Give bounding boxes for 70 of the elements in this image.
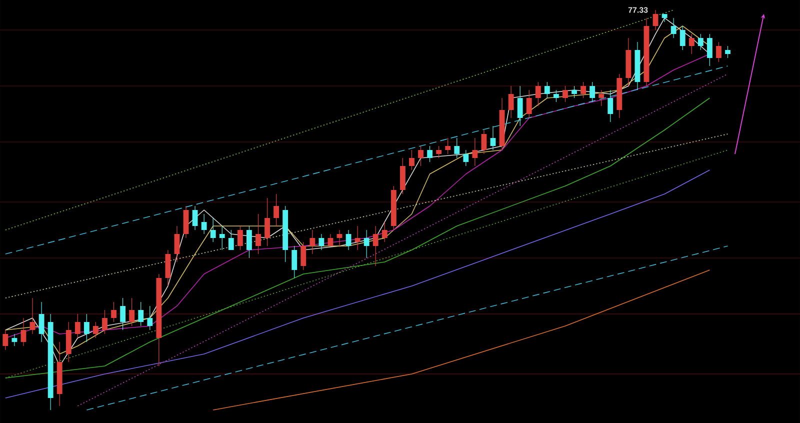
candlestick xyxy=(192,206,198,230)
candlestick xyxy=(580,82,586,98)
candlestick xyxy=(201,214,207,234)
candlestick xyxy=(725,46,730,58)
candlestick xyxy=(688,34,694,54)
candlestick xyxy=(210,218,216,242)
candlestick xyxy=(490,126,496,150)
candlestick xyxy=(544,82,550,98)
candlestick xyxy=(590,82,596,102)
candlestick xyxy=(535,82,541,106)
candlestick xyxy=(526,90,532,118)
candlestick xyxy=(318,234,324,250)
candlestick xyxy=(292,246,298,278)
candlestick xyxy=(382,222,388,242)
candlestick xyxy=(517,86,523,126)
candlestick xyxy=(336,230,342,246)
candlestick xyxy=(111,302,116,322)
candlestick xyxy=(310,230,316,254)
candlestick xyxy=(445,138,451,154)
candlestick xyxy=(2,330,8,350)
candlestick xyxy=(120,298,126,330)
candlestick xyxy=(138,302,144,326)
candlestick xyxy=(652,10,658,30)
candlestick xyxy=(12,334,18,346)
candlestick xyxy=(237,226,243,250)
candlestick xyxy=(328,234,334,246)
candlestick xyxy=(38,302,44,342)
candlestick xyxy=(372,226,378,266)
candlestick xyxy=(418,146,424,166)
candlestick xyxy=(274,194,280,226)
candlestick xyxy=(598,90,604,106)
candlestick xyxy=(219,226,225,250)
candlestick xyxy=(228,230,234,250)
candlestick xyxy=(680,26,686,50)
candlestick xyxy=(66,322,72,362)
candlestick xyxy=(129,298,135,326)
candlestick xyxy=(427,146,433,162)
candlestick xyxy=(481,130,487,154)
candlestick xyxy=(354,226,360,250)
candlestick xyxy=(183,206,189,238)
candlestick xyxy=(562,86,568,102)
candlestick xyxy=(300,242,306,270)
candlestick xyxy=(463,150,469,166)
candlestick xyxy=(174,226,180,262)
candlestick xyxy=(716,42,722,62)
candlestick xyxy=(165,250,171,286)
candlestick xyxy=(264,198,270,246)
candlestick xyxy=(346,230,352,250)
candlestick xyxy=(436,146,442,158)
candlestick xyxy=(608,90,614,122)
candlestick xyxy=(698,34,704,50)
candlestick xyxy=(364,230,370,258)
candlestick xyxy=(400,158,406,194)
candlestick xyxy=(147,306,153,330)
candlestick xyxy=(246,226,252,258)
candlestick xyxy=(553,90,559,102)
candlestick xyxy=(472,138,478,166)
candlestick xyxy=(572,86,577,98)
candlestick xyxy=(74,314,80,338)
candlestick xyxy=(409,150,414,170)
candlestick xyxy=(84,314,90,342)
candlestick xyxy=(706,34,712,66)
candlestick xyxy=(508,86,514,118)
candlestick xyxy=(93,322,98,338)
candlestick xyxy=(670,18,676,38)
candlestick xyxy=(102,310,108,334)
candlestick xyxy=(30,298,36,334)
candlestick xyxy=(454,138,460,158)
candlestick xyxy=(256,214,261,254)
candlestick xyxy=(20,318,26,346)
